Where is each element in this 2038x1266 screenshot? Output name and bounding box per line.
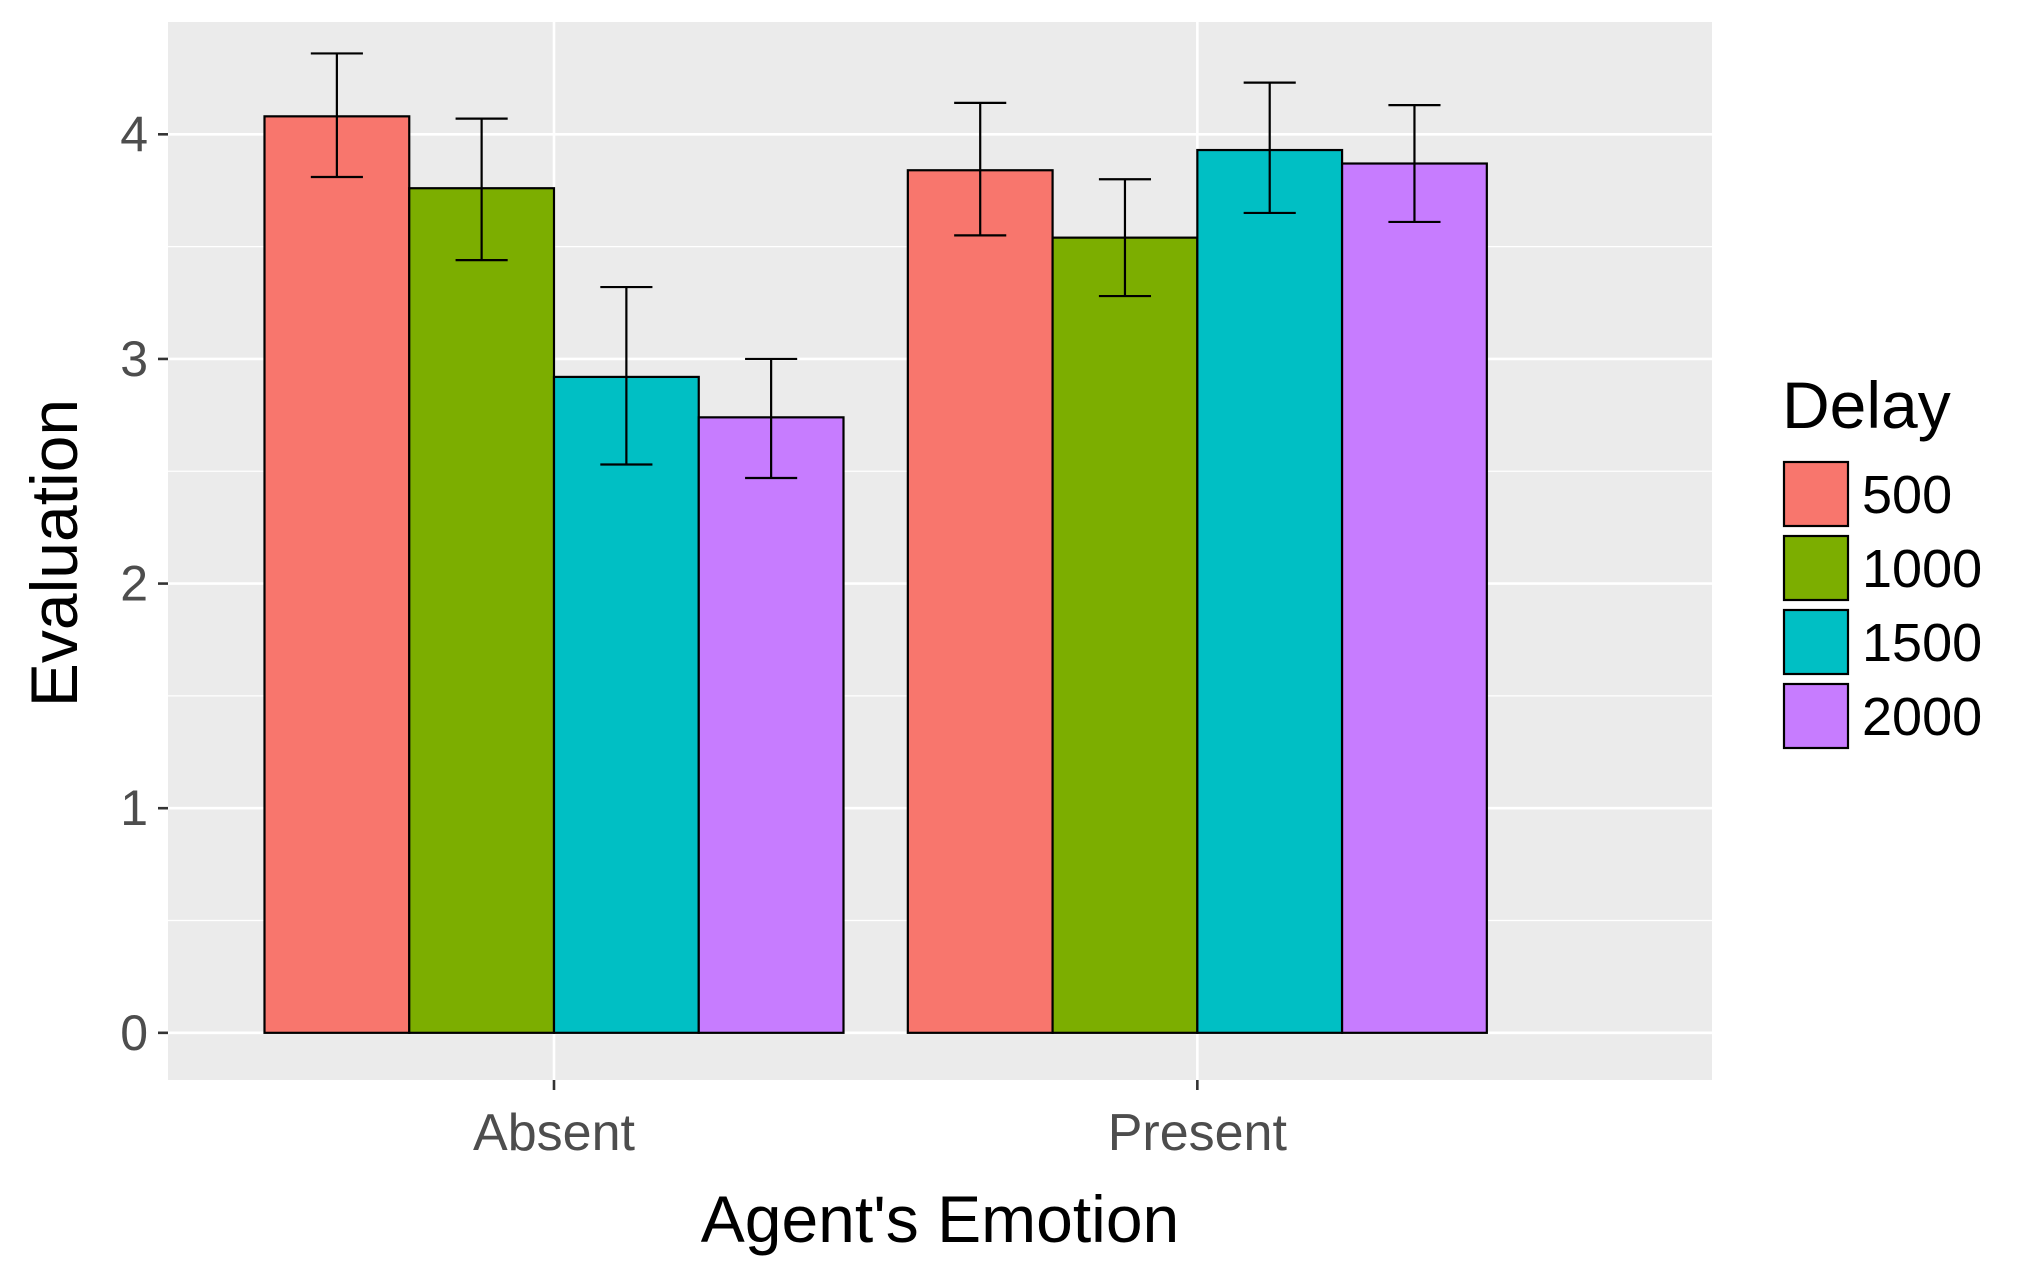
y-tick-label: 0 xyxy=(120,1005,148,1061)
legend-key-1000 xyxy=(1782,534,1850,602)
y-tick-label: 3 xyxy=(120,331,148,387)
y-tick-label: 4 xyxy=(120,106,148,162)
legend-title: Delay xyxy=(1782,368,1951,442)
error-bars xyxy=(310,52,1441,480)
bar-absent-500 xyxy=(263,115,411,1034)
bar-absent-1000 xyxy=(408,187,556,1034)
legend-key-500 xyxy=(1782,460,1850,528)
bar-present-2000 xyxy=(1340,162,1488,1034)
y-tick-label: 1 xyxy=(120,780,148,836)
error-bar-present-1500 xyxy=(1243,81,1296,215)
error-bar-present-1000 xyxy=(1098,178,1152,298)
legend-key-2000 xyxy=(1782,682,1850,750)
y-tick-label: 2 xyxy=(120,556,148,612)
bar-absent-2000 xyxy=(697,416,845,1034)
x-axis-title: Agent's Emotion xyxy=(701,1182,1180,1256)
legend-label-1500: 1500 xyxy=(1862,613,1982,673)
error-bar-absent-1500 xyxy=(600,285,653,466)
legend-label-2000: 2000 xyxy=(1862,687,1982,747)
bar-absent-1500 xyxy=(552,375,700,1034)
y-axis-title: Evaluation xyxy=(17,399,91,707)
x-tick-label: Present xyxy=(1108,1104,1288,1162)
error-bar-present-2000 xyxy=(1388,104,1441,224)
error-bar-absent-2000 xyxy=(745,357,798,480)
legend-label-1000: 1000 xyxy=(1862,539,1982,599)
error-bar-absent-1000 xyxy=(455,117,508,262)
bars xyxy=(263,115,1488,1034)
y-axis: 0 1 2 3 4 xyxy=(120,106,168,1061)
error-bar-absent-500 xyxy=(310,52,363,179)
bar-present-1000 xyxy=(1051,236,1199,1034)
bar-present-500 xyxy=(906,169,1054,1034)
legend-label-500: 500 xyxy=(1862,465,1952,525)
error-bar-present-500 xyxy=(954,101,1007,237)
x-tick-label: Absent xyxy=(473,1104,635,1162)
legend: Delay 500 1000 1500 2000 xyxy=(1782,368,1982,750)
bar-present-1500 xyxy=(1196,148,1344,1034)
legend-key-1500 xyxy=(1782,608,1850,676)
x-axis: Absent Present xyxy=(473,1080,1287,1162)
